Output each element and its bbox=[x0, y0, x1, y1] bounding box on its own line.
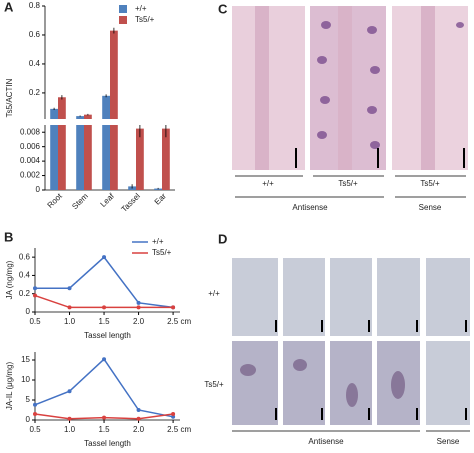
legend-label: Ts5/+ bbox=[135, 15, 155, 24]
bar-upper bbox=[76, 116, 84, 119]
panel-c-images bbox=[232, 6, 468, 170]
panel-label: C bbox=[218, 1, 228, 16]
y-tick-label: 0.006 bbox=[20, 142, 41, 151]
bar bbox=[58, 125, 66, 190]
x-axis-label: Tassel length bbox=[84, 439, 131, 448]
point bbox=[33, 286, 37, 291]
y-tick-label: 0.004 bbox=[20, 156, 41, 165]
x-tick-label: Leaf bbox=[99, 191, 117, 209]
bar bbox=[110, 125, 118, 190]
point bbox=[102, 415, 107, 420]
point bbox=[102, 255, 107, 260]
x-tick-label: 2.5 cm bbox=[167, 425, 191, 434]
point bbox=[67, 389, 72, 394]
axes bbox=[34, 352, 180, 421]
line bbox=[35, 256, 174, 309]
point bbox=[33, 293, 37, 298]
point bbox=[171, 305, 176, 310]
y-tick-label: 0.4 bbox=[19, 271, 31, 280]
bar bbox=[84, 125, 92, 190]
bar-upper bbox=[110, 30, 118, 119]
y-tick-label: 15 bbox=[21, 355, 30, 364]
bar bbox=[50, 125, 58, 190]
x-tick-label: 1.0 bbox=[64, 425, 76, 434]
y-axis-label: JA-IL (μg/mg) bbox=[5, 362, 14, 411]
x-tick-label: 2.0 bbox=[133, 317, 145, 326]
legend-swatch bbox=[119, 16, 127, 24]
line bbox=[34, 358, 174, 418]
y-tick-label: 0.6 bbox=[19, 252, 31, 261]
bar-upper bbox=[102, 95, 110, 119]
point bbox=[171, 412, 176, 416]
panel-label: D bbox=[218, 231, 227, 246]
panel-c-labels: +/+ Ts5/+ Ts5/+ Antisense Sense bbox=[235, 175, 466, 212]
y-axis-label: Ts5/ACTIN bbox=[5, 78, 14, 117]
axis-break bbox=[39, 119, 175, 125]
x-tick-label: 1.0 bbox=[64, 317, 76, 326]
y-tick-label: 0.8 bbox=[29, 1, 41, 10]
point bbox=[33, 402, 37, 407]
point bbox=[67, 416, 72, 421]
y-tick-label: 0 bbox=[36, 185, 41, 194]
group-label: Antisense bbox=[292, 203, 328, 212]
x-tick-label: Root bbox=[46, 191, 65, 210]
y-tick-label: 0 bbox=[26, 415, 31, 424]
y-tick-label: 0.002 bbox=[20, 171, 41, 180]
point bbox=[136, 416, 141, 421]
bar-upper bbox=[50, 108, 58, 119]
legend-label: +/+ bbox=[135, 4, 147, 13]
x-tick-label: 2.5 cm bbox=[167, 317, 191, 326]
x-tick-label: Stem bbox=[70, 191, 90, 211]
row-label: +/+ bbox=[208, 289, 220, 298]
legend-swatch bbox=[119, 5, 127, 13]
panel-d-labels: +/+ Ts5/+ Antisense Sense bbox=[204, 289, 470, 446]
x-tick-label: Tassel bbox=[119, 191, 142, 214]
bar-upper bbox=[84, 114, 92, 119]
bar bbox=[162, 128, 170, 190]
y-tick-label: 0.4 bbox=[29, 59, 41, 68]
y-tick-label: 0.2 bbox=[19, 289, 31, 298]
group-label: Sense bbox=[437, 437, 460, 446]
point bbox=[136, 300, 141, 305]
panel-d-images bbox=[232, 258, 470, 425]
bar bbox=[102, 125, 110, 190]
column-label: Ts5/+ bbox=[338, 179, 358, 188]
x-axis-label: Tassel length bbox=[84, 331, 131, 340]
panel-label: B bbox=[4, 229, 13, 244]
panel-label: A bbox=[4, 0, 14, 14]
column-label: +/+ bbox=[262, 179, 274, 188]
point bbox=[171, 414, 176, 419]
x-tick-label: 0.5 bbox=[29, 425, 41, 434]
bar bbox=[76, 125, 84, 190]
point bbox=[33, 412, 37, 416]
bar bbox=[136, 128, 144, 190]
legend-label: +/+ bbox=[152, 237, 164, 246]
y-tick-label: 10 bbox=[21, 375, 30, 384]
x-tick-label: Ear bbox=[153, 191, 168, 206]
point bbox=[67, 286, 72, 291]
group-label: Antisense bbox=[308, 437, 344, 446]
bar-upper bbox=[58, 97, 66, 119]
y-tick-label: 0.6 bbox=[29, 30, 41, 39]
group-label: Sense bbox=[419, 203, 442, 212]
point bbox=[136, 305, 141, 310]
point bbox=[102, 357, 107, 362]
x-tick-label: 0.5 bbox=[29, 317, 41, 326]
x-tick-label: 1.5 bbox=[98, 425, 110, 434]
y-tick-label: 0.008 bbox=[20, 127, 41, 136]
y-axis-label: JA (ng/mg) bbox=[5, 260, 14, 299]
row-label: Ts5/+ bbox=[204, 380, 224, 389]
point bbox=[136, 408, 141, 412]
y-tick-label: 5 bbox=[26, 395, 31, 404]
legend-label: Ts5/+ bbox=[152, 248, 172, 257]
column-label: Ts5/+ bbox=[420, 179, 440, 188]
y-tick-label: 0 bbox=[26, 307, 31, 316]
point bbox=[102, 305, 107, 310]
x-tick-label: 2.0 bbox=[133, 425, 145, 434]
point bbox=[67, 305, 72, 310]
y-tick-label: 0.2 bbox=[29, 88, 41, 97]
x-tick-label: 1.5 bbox=[98, 317, 110, 326]
